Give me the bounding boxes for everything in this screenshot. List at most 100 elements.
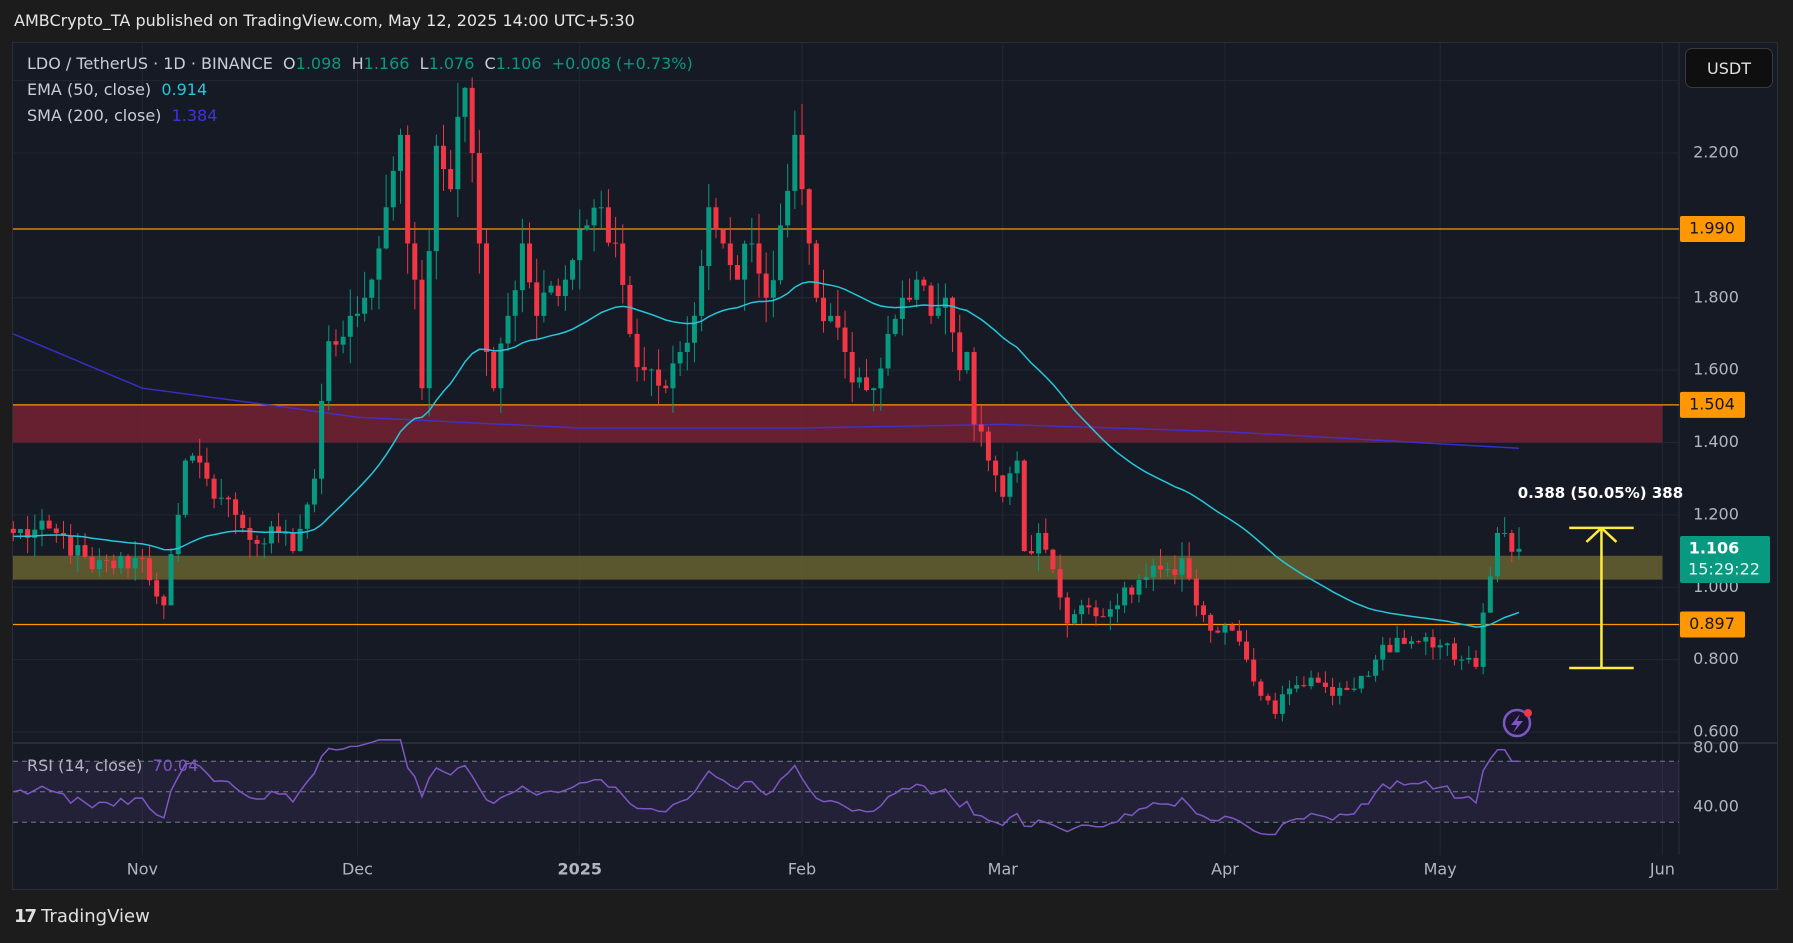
time-tick-label: Mar — [988, 860, 1019, 879]
candle-up — [548, 285, 554, 293]
grid — [13, 43, 1777, 855]
price-tick-label: 1.200 — [1693, 504, 1739, 523]
candle-up — [1480, 612, 1486, 667]
measure-label: 0.388 (50.05%) 388 — [1518, 484, 1683, 502]
currency-button[interactable]: USDT — [1685, 48, 1773, 88]
candle-down — [1330, 686, 1336, 696]
ema-50-line — [13, 281, 1520, 628]
candle-down — [419, 279, 425, 389]
candle-up — [182, 460, 188, 515]
sma-value: 1.384 — [171, 106, 218, 125]
candle-up — [1337, 687, 1343, 696]
candle-down — [240, 514, 246, 529]
candle-up — [856, 377, 862, 383]
candle-up — [691, 315, 697, 343]
ema-legend[interactable]: EMA (50, close) 0.914 — [27, 80, 208, 99]
sma-200-line — [13, 333, 1520, 450]
candle-up — [871, 388, 877, 391]
candle-up — [541, 292, 547, 316]
candle-down — [1473, 657, 1479, 667]
candle-down — [68, 535, 74, 556]
candle-down — [46, 520, 52, 529]
candle-up — [1516, 548, 1522, 552]
candle-down — [756, 243, 762, 274]
candle-down — [333, 341, 339, 345]
price-tick-label: 1.800 — [1693, 287, 1739, 306]
candle-down — [161, 596, 167, 606]
current-price-badge — [1680, 536, 1770, 583]
candle-up — [1459, 659, 1465, 661]
candle-up — [792, 134, 798, 191]
candle-up — [699, 266, 705, 316]
alert-icon[interactable] — [1502, 708, 1532, 738]
candle-up — [777, 225, 783, 281]
sma-legend[interactable]: SMA (200, close) 1.384 — [27, 106, 218, 125]
candle-down — [978, 424, 984, 432]
candle-down — [1064, 597, 1070, 624]
time-tick-label: Nov — [127, 860, 158, 879]
rsi-legend[interactable]: RSI (14, close) 70.04 — [27, 756, 199, 775]
candle-down — [799, 134, 805, 190]
candle-down — [921, 279, 927, 286]
candle-down — [1401, 637, 1407, 644]
time-tick-label: Apr — [1211, 860, 1239, 879]
candle-down — [527, 243, 533, 283]
candle-up — [96, 560, 102, 570]
candle-down — [971, 352, 977, 425]
candle-down — [125, 556, 131, 569]
time-tick-label: Dec — [342, 860, 373, 879]
change-value: +0.008 (+0.73%) — [551, 54, 693, 73]
candle-down — [950, 297, 956, 333]
candle-up — [1007, 473, 1013, 497]
candle-up — [390, 170, 396, 208]
candle-up — [261, 543, 267, 545]
measure-arrow — [1600, 526, 1618, 543]
candle-up — [942, 297, 948, 308]
candle-down — [1050, 549, 1056, 570]
candle-down — [89, 556, 95, 570]
candle-up — [749, 243, 755, 245]
tradingview-brand[interactable]: 17 TradingView — [14, 906, 150, 927]
candle-up — [742, 243, 748, 280]
candle-up — [706, 207, 712, 267]
rsi-tick-label: 40.00 — [1693, 797, 1739, 816]
level-badge — [1680, 611, 1745, 638]
candle-up — [369, 279, 375, 298]
candle-up — [1150, 565, 1156, 577]
candle-up — [1487, 576, 1493, 613]
candle-down — [111, 560, 117, 569]
candle-down — [476, 153, 482, 244]
candle-down — [1509, 532, 1515, 552]
levels — [13, 228, 1679, 626]
rsi-line — [13, 739, 1520, 836]
candle-down — [1086, 605, 1092, 608]
symbol-title[interactable]: LDO / TetherUS · 1D · BINANCE — [27, 54, 273, 73]
candle-down — [1430, 637, 1436, 648]
candle-up — [1071, 614, 1077, 624]
sma-line — [13, 333, 1520, 450]
candle-down — [211, 478, 217, 499]
chart-pane[interactable] — [12, 42, 1778, 890]
candle-down — [613, 242, 619, 244]
candle-up — [340, 336, 346, 345]
candle-up — [598, 207, 604, 209]
candle-up — [892, 318, 898, 334]
candle-down — [1315, 677, 1321, 683]
candle-up — [1373, 659, 1379, 676]
candle-down — [1344, 687, 1350, 690]
candle-up — [17, 529, 23, 533]
candle-up — [1358, 675, 1364, 689]
candle-down — [1322, 682, 1328, 687]
price-tick-label: 1.400 — [1693, 432, 1739, 451]
candle-down — [1093, 607, 1099, 617]
candle-up — [1222, 624, 1228, 633]
candle-down — [204, 462, 210, 479]
candle-up — [770, 280, 776, 298]
candle-up — [1143, 576, 1149, 581]
candle-up — [132, 558, 138, 569]
candle-up — [1444, 643, 1450, 646]
candle-down — [605, 207, 611, 243]
candle-down — [957, 332, 963, 371]
candle-up — [577, 229, 583, 261]
